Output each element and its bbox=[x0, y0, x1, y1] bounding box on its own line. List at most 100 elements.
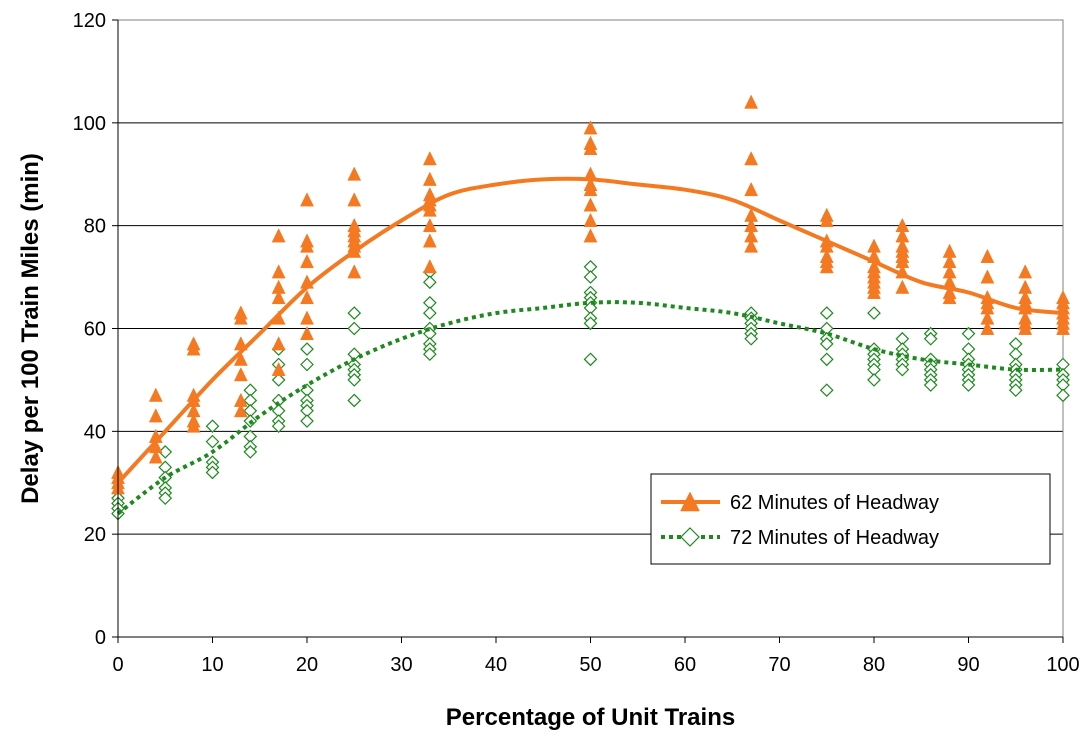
data-point-triangle bbox=[744, 181, 759, 197]
data-point-triangle bbox=[186, 341, 201, 356]
data-point-triangle bbox=[819, 259, 834, 274]
data-point-triangle bbox=[583, 140, 598, 155]
data-point-triangle bbox=[271, 336, 286, 351]
data-point-triangle bbox=[148, 387, 163, 402]
data-point-diamond bbox=[583, 270, 598, 284]
data-point-diamond bbox=[271, 373, 286, 387]
data-point-diamond bbox=[819, 306, 834, 320]
data-point-triangle bbox=[148, 449, 163, 464]
x-tick-label: 50 bbox=[579, 654, 601, 676]
legend-diamond-marker bbox=[680, 527, 700, 547]
data-point-diamond bbox=[347, 393, 362, 408]
x-tick-label: 10 bbox=[201, 654, 223, 676]
x-tick-label: 70 bbox=[768, 654, 790, 676]
data-point-triangle bbox=[186, 418, 201, 433]
data-point-diamond bbox=[1056, 388, 1070, 403]
x-axis-title: Percentage of Unit Trains bbox=[446, 704, 735, 731]
x-tick-label: 20 bbox=[296, 654, 318, 676]
data-point-triangle bbox=[1056, 320, 1070, 335]
data-point-diamond bbox=[205, 419, 220, 434]
data-point-diamond bbox=[867, 373, 881, 387]
data-point-triangle bbox=[819, 212, 834, 227]
data-point-triangle bbox=[233, 367, 248, 382]
data-point-diamond bbox=[300, 342, 314, 356]
data-point-triangle bbox=[347, 192, 362, 207]
legend-label-62-minutes: 62 Minutes of Headway bbox=[730, 492, 939, 514]
data-point-diamond bbox=[271, 419, 286, 434]
trendlines bbox=[116, 176, 1064, 516]
data-point-diamond bbox=[744, 331, 758, 346]
data-point-diamond bbox=[1008, 383, 1023, 398]
data-markers bbox=[111, 94, 1070, 521]
data-point-triangle bbox=[1018, 264, 1033, 279]
data-point-triangle bbox=[744, 151, 759, 166]
y-tick-label: 120 bbox=[73, 10, 106, 32]
data-point-triangle bbox=[422, 151, 437, 166]
data-point-triangle bbox=[300, 310, 314, 325]
data-point-triangle bbox=[583, 197, 598, 212]
data-point-diamond bbox=[819, 383, 834, 398]
data-point-diamond bbox=[347, 306, 362, 320]
data-point-diamond bbox=[243, 445, 258, 459]
y-tick-label: 20 bbox=[84, 524, 106, 546]
data-point-triangle bbox=[347, 166, 362, 181]
data-point-diamond bbox=[347, 321, 362, 336]
data-point-triangle bbox=[583, 228, 598, 243]
data-point-diamond bbox=[819, 352, 834, 367]
data-point-triangle bbox=[300, 289, 314, 305]
data-point-triangle bbox=[148, 408, 163, 423]
data-point-triangle bbox=[422, 233, 437, 248]
data-point-triangle bbox=[980, 320, 995, 335]
y-tick-label: 80 bbox=[84, 216, 106, 238]
data-point-triangle bbox=[1018, 320, 1033, 335]
data-point-diamond bbox=[423, 275, 437, 290]
data-point-diamond bbox=[347, 373, 362, 387]
data-point-triangle bbox=[347, 264, 362, 279]
data-point-triangle bbox=[895, 279, 910, 294]
data-point-triangle bbox=[583, 181, 598, 197]
data-point-diamond bbox=[158, 491, 173, 506]
data-point-triangle bbox=[233, 310, 248, 325]
data-point-triangle bbox=[422, 259, 437, 274]
data-point-triangle bbox=[583, 212, 598, 227]
legend-triangle-marker bbox=[680, 491, 700, 512]
legend-box bbox=[650, 473, 1051, 565]
y-tick-label: 100 bbox=[73, 113, 106, 135]
legend: 62 Minutes of Headway 72 Minutes of Head… bbox=[650, 473, 1051, 565]
data-point-triangle bbox=[422, 171, 437, 186]
data-point-triangle bbox=[233, 351, 248, 366]
data-point-diamond bbox=[205, 465, 220, 480]
data-point-triangle bbox=[271, 228, 286, 243]
data-point-triangle bbox=[233, 403, 248, 418]
data-point-triangle bbox=[744, 94, 759, 109]
data-point-diamond bbox=[300, 357, 314, 372]
data-point-triangle bbox=[271, 264, 286, 279]
y-axis-title: Delay per 100 Train Miles (min) bbox=[17, 153, 44, 504]
axes: 0 20 40 60 80 100 120 0 10 20 30 40 50 60 70 80 90 100 bbox=[73, 10, 1080, 676]
data-point-triangle bbox=[271, 361, 286, 377]
data-point-diamond bbox=[923, 331, 938, 346]
y-tick-label: 0 bbox=[95, 627, 106, 649]
series-markers-72-minutes bbox=[111, 259, 1070, 521]
legend-entry-62-minutes: 62 Minutes of Headway bbox=[661, 491, 939, 514]
x-tick-label: 0 bbox=[112, 654, 123, 676]
data-point-diamond bbox=[423, 347, 437, 362]
data-point-triangle bbox=[300, 325, 314, 341]
data-point-diamond bbox=[867, 306, 881, 320]
data-point-triangle bbox=[980, 248, 995, 263]
legend-label-72-minutes: 72 Minutes of Headway bbox=[730, 527, 939, 549]
data-point-triangle bbox=[422, 217, 437, 233]
data-point-triangle bbox=[422, 202, 437, 217]
data-point-diamond bbox=[961, 378, 976, 392]
data-point-diamond bbox=[158, 445, 173, 459]
data-point-diamond bbox=[583, 316, 598, 331]
x-tick-label: 60 bbox=[674, 654, 696, 676]
y-tick-label: 40 bbox=[84, 421, 106, 443]
x-tick-label: 40 bbox=[485, 654, 507, 676]
data-point-triangle bbox=[300, 253, 314, 269]
series-markers-62-minutes bbox=[111, 94, 1070, 495]
data-point-triangle bbox=[300, 192, 314, 207]
data-point-triangle bbox=[867, 284, 881, 299]
